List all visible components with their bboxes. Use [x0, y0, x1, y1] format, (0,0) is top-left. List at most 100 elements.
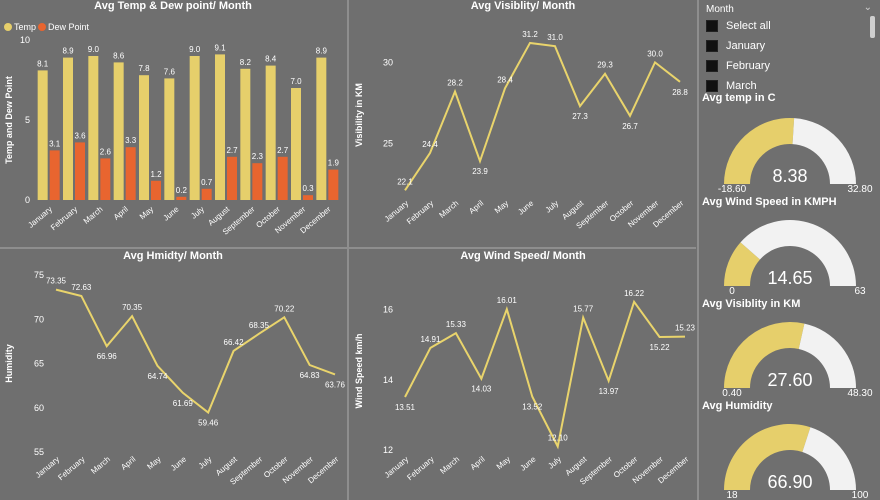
data-label: 24.4 — [422, 140, 438, 149]
gauge-value: 8.38 — [772, 166, 807, 186]
data-label: 30.0 — [647, 49, 663, 58]
bar-dew — [277, 156, 288, 200]
bar-temp — [139, 75, 149, 200]
month-slicer[interactable]: Month ⌄ Select all January February Marc… — [700, 0, 880, 92]
x-tick-label: February — [49, 205, 79, 232]
data-label-dew: 2.3 — [252, 152, 264, 161]
bar-dew — [151, 180, 161, 200]
data-label: 70.22 — [274, 304, 295, 313]
gauge-svg: 8.38 -18.60 32.80 — [718, 118, 873, 194]
bar-temp — [215, 54, 225, 201]
bar-dew — [49, 150, 60, 200]
y-tick-label: 60 — [34, 403, 44, 413]
data-label: 15.23 — [675, 324, 696, 333]
y-tick-label: 16 — [383, 305, 393, 315]
y-tick-label: 0 — [25, 195, 30, 205]
data-label-dew: 2.7 — [226, 146, 238, 155]
x-tick-label: February — [405, 199, 435, 226]
gauge-remaining-arc — [802, 427, 856, 490]
gauge-min: 18 — [726, 490, 738, 500]
x-tick-label: February — [405, 455, 435, 482]
checkbox-icon[interactable] — [706, 80, 718, 92]
slicer-item-january[interactable]: January — [706, 38, 765, 54]
x-tick-label: April — [469, 455, 487, 472]
x-tick-label: March — [438, 455, 461, 476]
data-label: 63.76 — [325, 380, 346, 389]
slicer-scrollbar[interactable] — [870, 16, 875, 38]
data-label: 64.83 — [300, 371, 321, 380]
slicer-item-label: January — [726, 40, 766, 52]
data-label-temp: 8.6 — [113, 51, 125, 60]
humidity-title: Avg Hmidty/ Month — [123, 250, 223, 262]
data-label: 61.69 — [173, 399, 194, 408]
right-divider — [697, 0, 699, 500]
data-label-temp: 9.1 — [214, 43, 226, 52]
data-label: 73.35 — [46, 277, 67, 286]
x-tick-label: March — [82, 205, 105, 226]
data-label: 28.2 — [447, 79, 463, 88]
data-label-temp: 7.6 — [164, 67, 176, 76]
data-label-dew: 0.3 — [302, 184, 314, 193]
vertical-divider — [347, 0, 349, 500]
checkbox-icon[interactable] — [706, 60, 718, 72]
y-tick-label: 30 — [383, 57, 393, 67]
horizontal-divider — [0, 247, 696, 249]
data-label: 66.96 — [97, 352, 118, 361]
data-label: 22.1 — [397, 177, 413, 186]
y-axis-label: Humidity — [4, 344, 14, 383]
series-line — [404, 299, 686, 450]
data-label: 70.35 — [122, 303, 143, 312]
data-label: 59.46 — [198, 419, 219, 428]
slicer-item-march[interactable]: March — [706, 78, 757, 92]
data-label-dew: 0.2 — [176, 186, 188, 195]
temp-dew-title: Avg Temp & Dew point/ Month — [94, 0, 252, 12]
x-tick-label: July — [544, 199, 561, 215]
data-label: 15.22 — [650, 343, 671, 352]
bar-temp — [113, 62, 124, 201]
data-label-dew: 1.2 — [150, 170, 162, 179]
y-axis-label: Temp and Dew Point — [4, 76, 14, 164]
gauge-fill-arc — [724, 424, 811, 490]
gauge-min: -18.60 — [718, 184, 747, 194]
bar-dew — [100, 158, 111, 200]
data-label-dew: 1.9 — [328, 159, 340, 168]
x-tick-label: May — [495, 455, 512, 472]
bar-temp — [240, 68, 251, 200]
data-label-temp: 9.0 — [189, 45, 201, 54]
y-axis-label: Visibility in KM — [354, 83, 364, 147]
data-label-temp: 8.1 — [37, 59, 49, 68]
gauge-remaining-arc — [798, 323, 856, 388]
gauge-svg: 66.90 18 100 — [724, 424, 869, 500]
bar-dew — [125, 147, 136, 200]
bar-dew — [75, 142, 85, 200]
x-tick-label: May — [493, 199, 510, 216]
x-tick-label: March — [437, 199, 460, 220]
checkbox-icon[interactable] — [706, 20, 718, 32]
slicer-title: Month — [706, 4, 734, 15]
data-label: 31.2 — [522, 30, 538, 39]
slicer-item-label: February — [726, 60, 771, 72]
legend-dew-marker — [38, 23, 46, 31]
data-label: 26.7 — [622, 122, 638, 131]
data-label: 14.91 — [420, 335, 441, 344]
gauge-min: 0.40 — [722, 388, 742, 398]
slicer-item-february[interactable]: February — [706, 58, 770, 74]
x-tick-label: July — [189, 205, 206, 221]
chevron-down-icon[interactable]: ⌄ — [863, 2, 872, 13]
data-label-temp: 8.9 — [62, 47, 74, 56]
bar-temp — [291, 88, 301, 200]
data-label: 15.33 — [446, 320, 467, 329]
data-label: 28.4 — [497, 75, 513, 84]
wind-panel: Avg Wind Speed/ Month Wind Speed km/h 12 1… — [350, 250, 696, 500]
bar-temp — [63, 57, 73, 200]
data-label: 64.74 — [147, 372, 168, 381]
data-label-dew: 2.7 — [277, 146, 289, 155]
data-label-dew: 3.6 — [74, 131, 86, 140]
series-line — [55, 288, 336, 415]
checkbox-icon[interactable] — [706, 40, 718, 52]
bar-dew — [252, 163, 263, 200]
gauge-visibility: Avg Visiblity in KM 27.60 0.40 48.30 — [700, 298, 880, 398]
x-tick-label: April — [467, 199, 485, 216]
slicer-item-select-all[interactable]: Select all — [706, 18, 771, 34]
